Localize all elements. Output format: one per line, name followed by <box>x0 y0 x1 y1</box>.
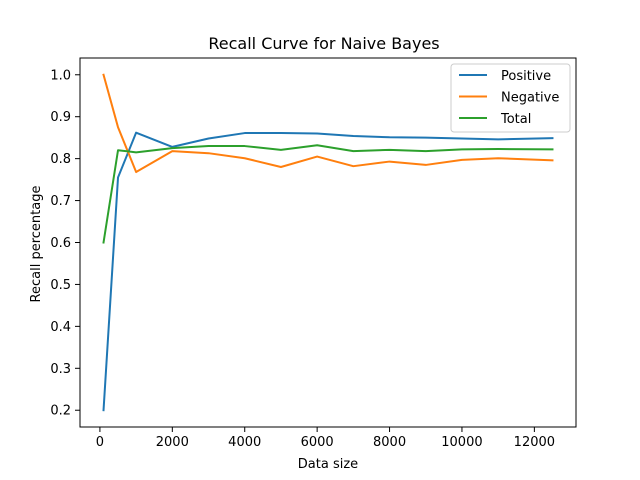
y-tick-label: 0.2 <box>50 404 71 419</box>
x-tick-label: 4000 <box>228 435 261 450</box>
legend-label-negative: Negative <box>501 91 559 106</box>
y-tick-label: 0.8 <box>50 152 71 167</box>
x-axis-label: Data size <box>298 457 358 472</box>
legend: Positive Negative Total <box>450 63 571 133</box>
y-tick-label: 0.5 <box>50 278 71 293</box>
series-line-positive <box>102 131 554 412</box>
legend-label-positive: Positive <box>501 69 551 84</box>
y-tick-label: 1.0 <box>50 68 71 83</box>
x-tick-label: 0 <box>96 435 104 450</box>
y-axis-label: Recall percentage <box>29 186 44 303</box>
x-tick-label: 2000 <box>156 435 189 450</box>
y-tick-label: 0.4 <box>50 320 71 335</box>
chart-title: Recall Curve for Naive Bayes <box>208 34 439 53</box>
series-line-negative <box>102 73 554 174</box>
x-tick-label: 12000 <box>514 435 555 450</box>
plot-area: 0 2000 4000 6000 8000 10000 12000 0.2 0.3 0.4 0.5 0… <box>50 57 577 450</box>
y-tick-label: 0.6 <box>50 236 71 251</box>
legend-box <box>450 63 571 133</box>
x-tick-label: 6000 <box>301 435 334 450</box>
series-line-total <box>102 144 554 244</box>
x-tick-label: 8000 <box>373 435 406 450</box>
legend-label-total: Total <box>500 112 531 127</box>
y-tick-label: 0.9 <box>50 110 71 125</box>
x-tick-label: 10000 <box>441 435 482 450</box>
y-tick-label: 0.3 <box>50 362 71 377</box>
y-tick-label: 0.7 <box>50 194 71 209</box>
